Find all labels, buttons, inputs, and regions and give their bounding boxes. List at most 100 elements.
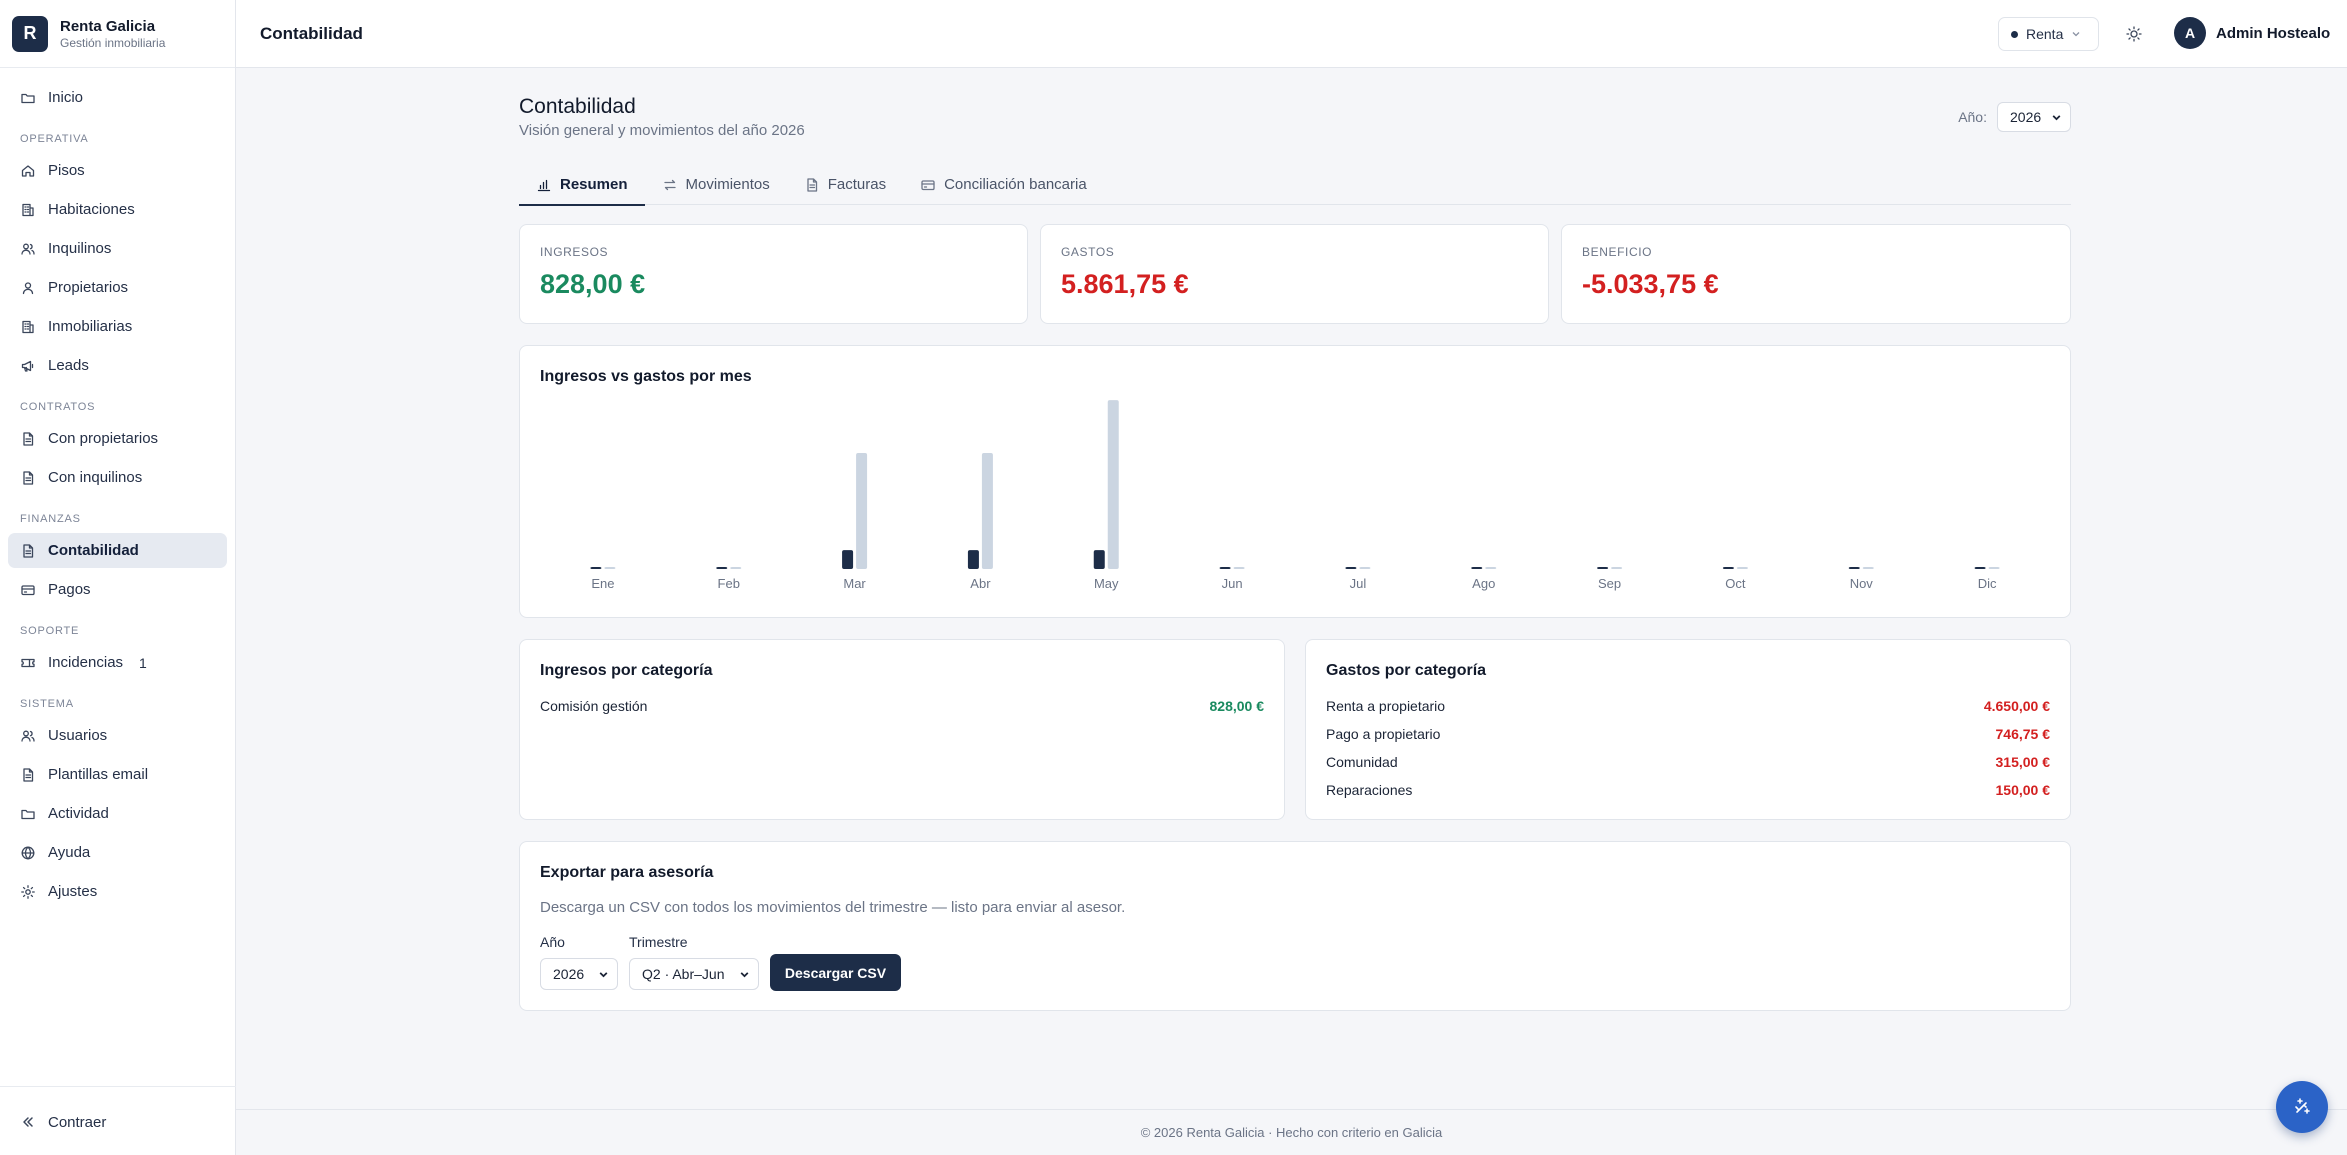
sidebar-item-ajustes[interactable]: Ajustes <box>8 874 227 909</box>
export-quarter-select[interactable]: Q2 · Abr–Jun <box>629 958 759 990</box>
export-quarter-value: Q2 · Abr–Jun <box>642 966 725 982</box>
user-icon <box>20 280 36 296</box>
category-value: 315,00 € <box>1995 754 2051 770</box>
x-tick-label: Sep <box>1598 576 1621 591</box>
bar-chart: Ene Feb Mar Abr May Jun Jul Ago Sep Oct Nov Dic <box>590 400 2000 591</box>
tab-resumen[interactable]: Resumen <box>519 164 645 206</box>
category-value: 746,75 € <box>1995 726 2051 742</box>
sidebar-item-incidencias[interactable]: Incidencias 1 <box>8 645 227 680</box>
globe-icon <box>20 845 36 861</box>
folder-icon <box>20 90 36 106</box>
x-tick-label: Dic <box>1978 576 1997 591</box>
sidebar-section-finanzas: FINANZAS <box>20 513 81 525</box>
mode-label: Renta <box>2026 26 2064 42</box>
sidebar-item-plantillas-email[interactable]: Plantillas email <box>8 757 227 792</box>
category-value: 4.650,00 € <box>1983 698 2050 714</box>
sidebar-item-con-propietarios[interactable]: Con propietarios <box>8 421 227 456</box>
tab-label: Facturas <box>827 176 887 193</box>
year-filter-label: Año: <box>1958 109 1987 125</box>
category-label: Comisión gestión <box>540 698 648 714</box>
assistant-fab-button[interactable] <box>2276 1081 2328 1133</box>
sidebar: R Renta Galicia Gestión inmobiliaria Ini… <box>0 0 236 1155</box>
year-filter: Año: 2026 <box>1958 102 2071 132</box>
sidebar-item-propietarios[interactable]: Propietarios <box>8 270 227 305</box>
sidebar-item-habitaciones[interactable]: Habitaciones <box>8 192 227 227</box>
category-value: 828,00 € <box>1209 698 1265 714</box>
tab-label: Movimientos <box>685 176 770 193</box>
users-icon <box>20 728 36 744</box>
chevrons-left-icon <box>20 1114 36 1130</box>
sidebar-item-label: Pagos <box>48 581 91 598</box>
kpi-ingresos-card: INGRESOS 828,00 € <box>519 224 1028 324</box>
mode-select[interactable]: Renta <box>1998 17 2099 51</box>
gastos-bar-ago <box>1485 567 1497 569</box>
sidebar-item-usuarios[interactable]: Usuarios <box>8 718 227 753</box>
kpi-beneficio-card: BENEFICIO -5.033,75 € <box>1561 224 2071 324</box>
export-year-value: 2026 <box>553 966 585 982</box>
category-label: Reparaciones <box>1326 782 1413 798</box>
sidebar-item-label: Incidencias <box>48 654 124 671</box>
sidebar-nav: Inicio OPERATIVA Pisos Habitaciones Inquilin… <box>0 68 235 909</box>
ingresos-bar-nov <box>1848 567 1860 569</box>
tab-label: Resumen <box>560 176 628 193</box>
card-icon <box>20 582 36 598</box>
sidebar-item-pagos[interactable]: Pagos <box>8 572 227 607</box>
x-tick-label: Nov <box>1850 576 1874 591</box>
x-tick-label: Jul <box>1350 576 1367 591</box>
sun-icon <box>2126 26 2142 42</box>
divider <box>0 1086 236 1087</box>
ingresos-bar-mar <box>842 550 854 569</box>
sidebar-item-label: Contabilidad <box>48 542 139 559</box>
export-description: Descarga un CSV con todos los movimiento… <box>540 899 1126 916</box>
folder-icon <box>20 806 36 822</box>
gastos-categoria-title: Gastos por categoría <box>1326 662 1487 679</box>
sidebar-item-label: Plantillas email <box>48 766 149 783</box>
tab-facturas[interactable]: Facturas <box>787 164 903 205</box>
sidebar-item-label: Inicio <box>48 89 84 106</box>
download-csv-button[interactable]: Descargar CSV <box>770 954 901 991</box>
brand-logo: R <box>12 15 48 52</box>
sidebar-section-soporte: SOPORTE <box>20 625 80 637</box>
gastos-bar-nov <box>1862 567 1874 569</box>
sidebar-item-ayuda[interactable]: Ayuda <box>8 835 227 870</box>
brand-subtitle: Gestión inmobiliaria <box>60 35 166 50</box>
sidebar-item-actividad[interactable]: Actividad <box>8 796 227 831</box>
sidebar-item-label: Con propietarios <box>48 430 159 447</box>
sidebar-item-leads[interactable]: Leads <box>8 348 227 383</box>
sidebar-item-label: Inquilinos <box>48 240 112 257</box>
status-dot <box>2011 30 2018 38</box>
sidebar-item-inicio[interactable]: Inicio <box>8 80 227 115</box>
kpi-label: INGRESOS <box>540 245 609 259</box>
file-icon <box>20 543 36 559</box>
ingresos-bar-ene <box>590 567 602 569</box>
sidebar-item-inmobiliarias[interactable]: Inmobiliarias <box>8 309 227 344</box>
kpi-value: 5.861,75 € <box>1061 269 1189 299</box>
file-icon <box>20 767 36 783</box>
tab-conciliacion-bancaria[interactable]: Conciliación bancaria <box>903 164 1104 205</box>
x-tick-label: Ene <box>591 576 614 591</box>
chart-icon <box>536 177 552 193</box>
sidebar-item-con-inquilinos[interactable]: Con inquilinos <box>8 460 227 495</box>
export-year-select[interactable]: 2026 <box>540 958 618 990</box>
chart-title: Ingresos vs gastos por mes <box>540 368 752 385</box>
export-card: Exportar para asesoría Descarga un CSV c… <box>519 841 2071 1011</box>
category-row: Comisión gestión 828,00 € <box>540 698 1264 718</box>
gastos-bar-abr <box>981 452 993 569</box>
sidebar-item-pisos[interactable]: Pisos <box>8 153 227 188</box>
sparkle-icon <box>2292 1097 2312 1117</box>
year-select[interactable]: 2026 <box>1997 102 2071 132</box>
brand[interactable]: R Renta Galicia Gestión inmobiliaria <box>0 0 235 68</box>
theme-toggle-button[interactable] <box>2120 20 2148 48</box>
collapse-sidebar-button[interactable]: Contraer <box>8 1104 228 1139</box>
chevron-down-icon <box>739 969 750 980</box>
count-badge: 1 <box>139 654 147 671</box>
users-icon <box>20 241 36 257</box>
sidebar-item-inquilinos[interactable]: Inquilinos <box>8 231 227 266</box>
arrows-icon <box>662 177 678 193</box>
tabs: Resumen Movimientos Facturas Conciliación b… <box>519 164 2071 206</box>
user-menu[interactable]: A Admin Hostealo <box>2174 17 2330 49</box>
tab-movimientos[interactable]: Movimientos <box>645 164 787 205</box>
ingresos-bar-jun <box>1219 567 1231 569</box>
sidebar-section-contratos: CONTRATOS <box>20 401 96 413</box>
sidebar-item-contabilidad[interactable]: Contabilidad <box>8 533 227 568</box>
